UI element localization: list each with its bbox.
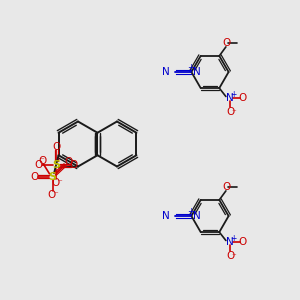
Text: +: +: [230, 90, 237, 99]
Text: +: +: [188, 207, 194, 216]
Text: O: O: [64, 157, 72, 167]
Text: S: S: [49, 172, 56, 182]
Text: N: N: [226, 237, 234, 247]
Text: ⁻: ⁻: [39, 157, 44, 166]
Text: O: O: [222, 182, 231, 192]
Text: O: O: [226, 106, 234, 116]
Text: O: O: [39, 156, 47, 166]
Text: O: O: [52, 142, 61, 152]
Text: +: +: [188, 63, 194, 72]
Text: ⁻: ⁻: [54, 190, 58, 199]
Text: ⁻: ⁻: [58, 178, 62, 188]
Text: O: O: [52, 178, 60, 188]
Text: O: O: [238, 93, 247, 103]
Text: +: +: [230, 234, 237, 243]
Text: N: N: [194, 67, 201, 77]
Text: O: O: [238, 237, 247, 247]
Text: N: N: [162, 67, 170, 77]
Text: O: O: [222, 38, 231, 48]
Text: O: O: [70, 160, 78, 170]
Text: N: N: [226, 93, 234, 103]
Text: ⁻: ⁻: [232, 108, 236, 117]
Text: O: O: [34, 160, 43, 170]
Text: O: O: [48, 190, 56, 200]
Text: N: N: [162, 211, 170, 221]
Text: O: O: [30, 172, 39, 182]
Text: ⁻: ⁻: [232, 252, 236, 261]
Text: N: N: [194, 211, 201, 221]
Text: S: S: [52, 160, 60, 170]
Text: O: O: [226, 250, 234, 260]
